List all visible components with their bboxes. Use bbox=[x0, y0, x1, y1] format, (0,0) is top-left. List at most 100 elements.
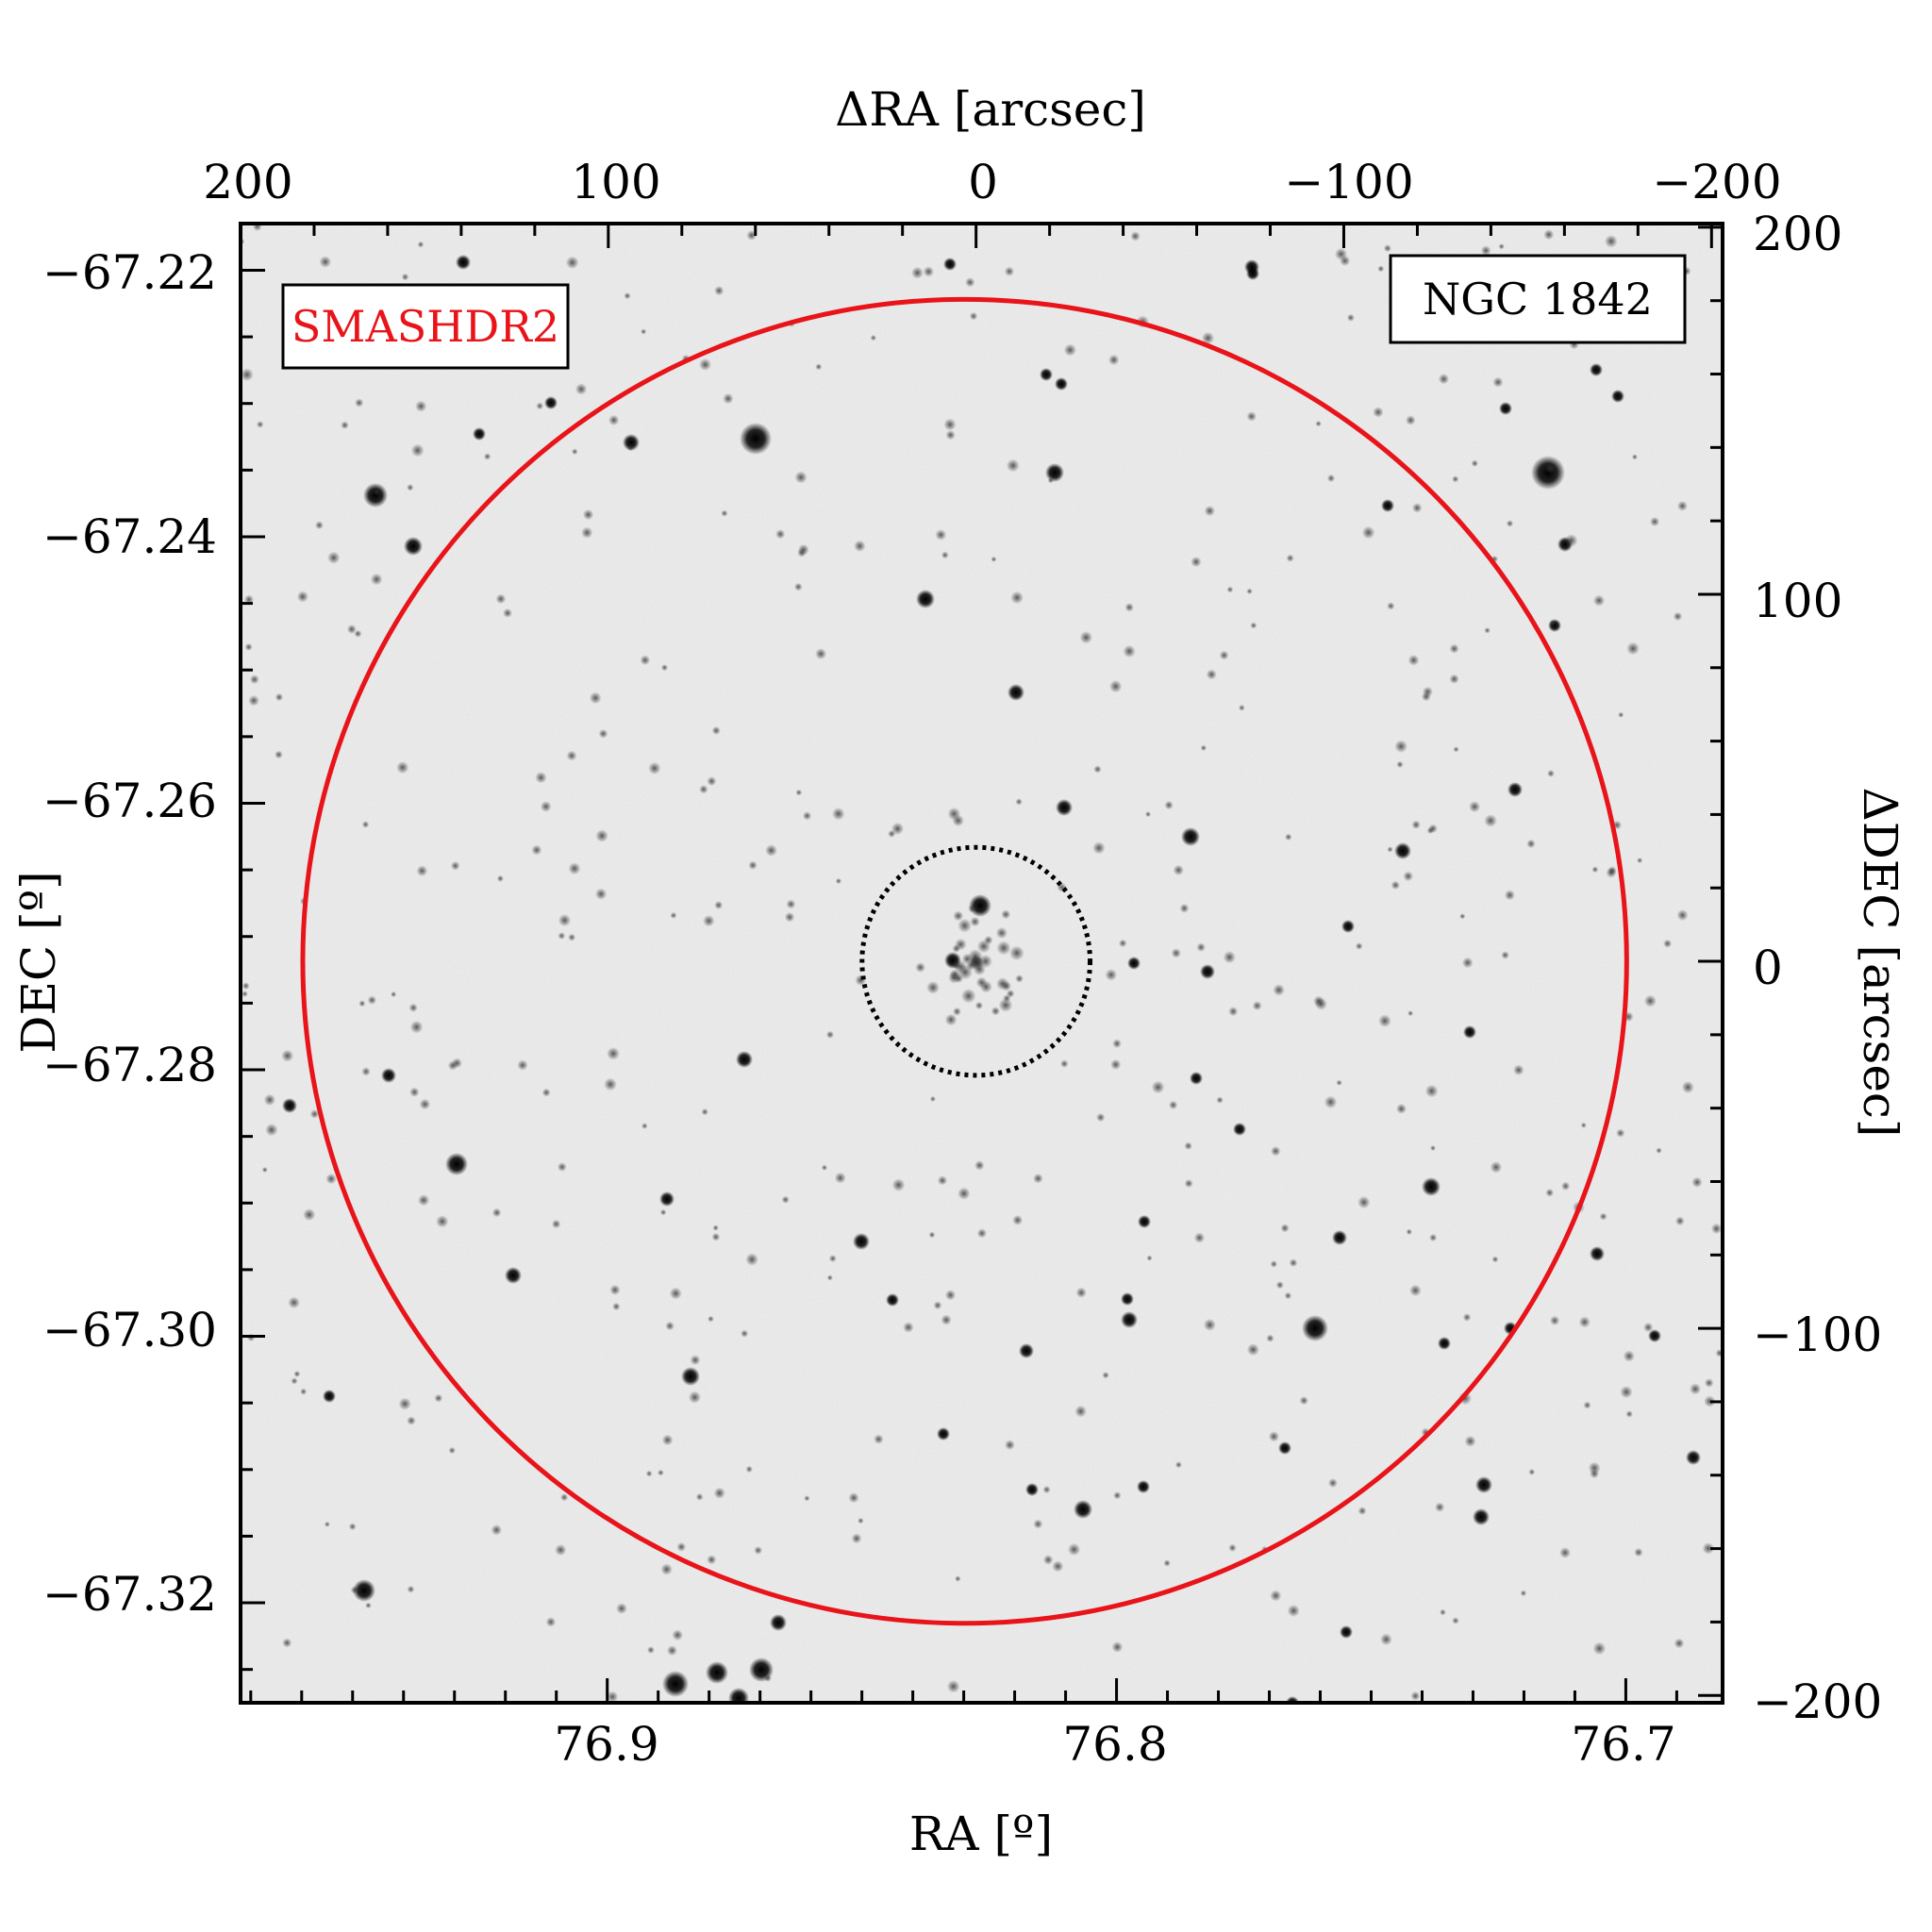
plot-frame bbox=[239, 222, 1724, 1705]
star bbox=[1228, 1007, 1239, 1017]
star bbox=[309, 1109, 320, 1119]
star bbox=[708, 1315, 714, 1323]
star bbox=[848, 1492, 859, 1504]
star bbox=[1006, 458, 1020, 473]
star bbox=[353, 1579, 375, 1602]
star bbox=[965, 277, 975, 288]
star bbox=[1484, 627, 1491, 634]
star bbox=[555, 1543, 567, 1557]
star bbox=[851, 1533, 862, 1544]
star bbox=[670, 911, 677, 919]
star bbox=[1108, 679, 1123, 693]
star bbox=[1118, 939, 1127, 948]
ddec-tick-label: 100 bbox=[1753, 574, 1842, 628]
bottom-axis-title: RA [º] bbox=[909, 1807, 1053, 1861]
star bbox=[1394, 842, 1411, 859]
star bbox=[1275, 1281, 1284, 1290]
star bbox=[456, 255, 471, 270]
star bbox=[1634, 1547, 1643, 1557]
star bbox=[991, 556, 997, 562]
star bbox=[996, 941, 1011, 956]
star bbox=[1513, 1064, 1524, 1076]
star bbox=[242, 991, 248, 997]
star bbox=[657, 1469, 664, 1476]
star bbox=[1151, 1080, 1165, 1094]
star bbox=[943, 258, 957, 271]
star bbox=[640, 655, 651, 666]
star bbox=[1429, 1233, 1438, 1242]
star bbox=[1314, 997, 1327, 1010]
star bbox=[764, 1674, 772, 1682]
star bbox=[1463, 1025, 1476, 1039]
star bbox=[1074, 1405, 1087, 1418]
star bbox=[1549, 1315, 1560, 1326]
star bbox=[407, 1585, 415, 1593]
star bbox=[1611, 390, 1624, 403]
star bbox=[589, 691, 602, 705]
star bbox=[976, 1228, 988, 1239]
star bbox=[252, 224, 262, 232]
star bbox=[535, 772, 547, 784]
star bbox=[1008, 945, 1024, 961]
star bbox=[854, 540, 866, 553]
star bbox=[1681, 1081, 1694, 1094]
star bbox=[1380, 1633, 1392, 1646]
star bbox=[447, 1060, 458, 1071]
star bbox=[348, 1523, 357, 1531]
left-tick-labels: −67.22 −67.24 −67.26 −67.28 −67.30 −67.3… bbox=[42, 245, 217, 1622]
star bbox=[598, 728, 608, 739]
survey-label: SMASHDR2 bbox=[291, 301, 559, 352]
star bbox=[1285, 833, 1292, 841]
star bbox=[794, 471, 808, 484]
star bbox=[929, 1095, 936, 1103]
star bbox=[1226, 586, 1234, 593]
star bbox=[536, 402, 544, 410]
bottom-tick-labels: 76.9 76.8 76.7 bbox=[554, 1717, 1675, 1772]
star bbox=[775, 529, 786, 540]
star bbox=[1033, 1173, 1043, 1184]
star bbox=[1590, 363, 1603, 376]
star bbox=[1144, 811, 1152, 818]
star bbox=[1620, 1385, 1633, 1399]
star bbox=[948, 972, 960, 984]
star bbox=[1490, 1161, 1503, 1174]
star bbox=[582, 508, 594, 521]
star bbox=[815, 648, 827, 660]
star bbox=[1055, 377, 1068, 391]
star bbox=[681, 1367, 700, 1386]
star bbox=[604, 1077, 617, 1091]
star bbox=[781, 1195, 790, 1204]
star bbox=[1137, 1480, 1150, 1493]
star bbox=[1471, 459, 1479, 467]
star bbox=[1492, 376, 1504, 388]
star bbox=[974, 1160, 985, 1171]
star bbox=[995, 926, 1008, 940]
star bbox=[874, 1434, 884, 1444]
axis-ticks bbox=[239, 224, 1723, 1703]
star bbox=[998, 998, 1013, 1012]
star bbox=[1686, 1450, 1701, 1465]
star bbox=[928, 1231, 936, 1239]
star bbox=[1270, 1260, 1278, 1268]
star bbox=[256, 421, 264, 428]
star bbox=[646, 1646, 655, 1654]
star bbox=[1648, 1329, 1661, 1342]
star bbox=[1015, 798, 1023, 806]
star bbox=[641, 1123, 648, 1129]
star bbox=[970, 916, 980, 927]
star bbox=[648, 761, 661, 775]
star bbox=[870, 334, 876, 341]
star bbox=[1459, 913, 1466, 920]
star bbox=[1440, 1608, 1446, 1616]
star bbox=[1544, 463, 1556, 475]
star bbox=[699, 785, 708, 794]
star bbox=[1407, 1010, 1414, 1017]
star bbox=[1287, 1604, 1300, 1618]
star bbox=[1689, 1383, 1702, 1395]
star bbox=[955, 1575, 961, 1582]
star bbox=[607, 1046, 620, 1060]
star bbox=[1045, 463, 1064, 482]
star bbox=[1438, 374, 1450, 385]
star bbox=[712, 1224, 719, 1231]
star bbox=[1411, 503, 1423, 513]
